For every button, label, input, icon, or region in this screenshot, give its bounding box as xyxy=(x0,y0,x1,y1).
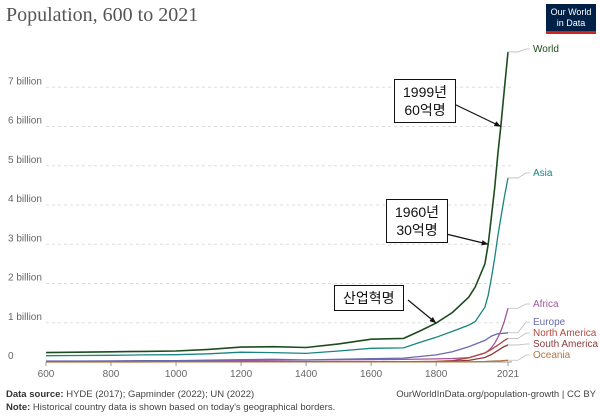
source-line: Data source: HYDE (2017); Gapminder (202… xyxy=(6,388,596,401)
y-tick-label: 4 billion xyxy=(8,194,42,205)
chart-footer: Data source: HYDE (2017); Gapminder (202… xyxy=(6,388,596,414)
series-label-north-america: North America xyxy=(533,328,597,339)
x-tick-label: 600 xyxy=(38,369,55,380)
series-label-africa: Africa xyxy=(533,299,559,310)
y-tick-label: 7 billion xyxy=(8,76,42,87)
series-label-asia: Asia xyxy=(533,168,553,179)
note-line: Note: Historical country data is shown b… xyxy=(6,401,596,414)
annotation-1999-line2: 60억명 xyxy=(404,102,446,118)
x-tick-label: 1200 xyxy=(230,369,253,380)
annotation-industrial-revolution-text: 산업혁명 xyxy=(343,290,395,306)
series-line-asia[interactable] xyxy=(45,177,509,357)
y-tick-label: 1 billion xyxy=(8,312,42,323)
series-label-leader xyxy=(508,48,530,53)
series-label-leader xyxy=(508,343,530,346)
y-tick-label: 5 billion xyxy=(8,155,42,166)
population-line-chart: 0 1 billion 2 billion 3 billion 4 billion 5 b… xyxy=(8,44,598,380)
source-url-link[interactable]: OurWorldInData.org/population-growth | C… xyxy=(396,389,596,400)
x-axis-ticks: 600 800 1000 1200 1400 1600 1800 2021 xyxy=(38,362,520,380)
series-label-leader xyxy=(508,303,530,309)
source-text: HYDE (2017); Gapminder (2022); UN (2022) xyxy=(66,389,255,400)
series-label-oceania: Oceania xyxy=(533,350,571,361)
y-tick-label: 3 billion xyxy=(8,233,42,244)
chart-title: Population, 600 to 2021 xyxy=(6,4,199,26)
annotation-arrow xyxy=(453,103,502,128)
series-label-leader xyxy=(508,354,530,361)
series-label-world: World xyxy=(533,44,559,55)
annotation-1999-line1: 1999년 xyxy=(403,84,448,100)
y-axis-ticks: 0 1 billion 2 billion 3 billion 4 billion 5 b… xyxy=(8,76,42,362)
source-label: Data source: xyxy=(6,389,64,400)
series-label-leader xyxy=(508,321,530,334)
series-label-south-america: South America xyxy=(533,339,598,350)
series-line-oceania[interactable] xyxy=(45,359,509,363)
series-label-europe: Europe xyxy=(533,317,566,328)
logo-line1: Our World xyxy=(550,7,592,17)
x-tick-label: 1800 xyxy=(425,369,448,380)
annotation-1960: 1960년 30억명 xyxy=(386,199,449,243)
x-tick-label: 1000 xyxy=(165,369,188,380)
annotation-1960-line2: 30억명 xyxy=(396,222,438,238)
logo-line2: in Data xyxy=(556,18,586,28)
annotation-arrowhead xyxy=(481,240,489,246)
series-line-europe[interactable] xyxy=(46,332,509,362)
annotation-arrowhead xyxy=(493,121,501,127)
annotation-1960-line1: 1960년 xyxy=(395,204,440,220)
series-lines xyxy=(45,51,509,363)
owid-logo[interactable]: Our World in Data xyxy=(546,4,596,34)
logo-accent-bar xyxy=(546,31,596,34)
series-line-world[interactable] xyxy=(45,51,509,354)
y-tick-label: 0 xyxy=(8,351,14,362)
x-tick-label: 2021 xyxy=(497,369,520,380)
x-tick-label: 1600 xyxy=(360,369,383,380)
y-tick-label: 2 billion xyxy=(8,273,42,284)
annotation-industrial-revolution: 산업혁명 xyxy=(334,285,404,311)
series-label-leader xyxy=(508,332,530,339)
note-text: Historical country data is shown based o… xyxy=(32,402,336,413)
x-tick-label: 1400 xyxy=(295,369,318,380)
note-label: Note: xyxy=(6,402,31,413)
series-label-leader xyxy=(508,172,530,179)
x-tick-label: 800 xyxy=(103,369,120,380)
y-tick-label: 6 billion xyxy=(8,116,42,127)
annotation-arrowhead xyxy=(429,316,437,324)
annotation-1999: 1999년 60억명 xyxy=(394,79,457,123)
